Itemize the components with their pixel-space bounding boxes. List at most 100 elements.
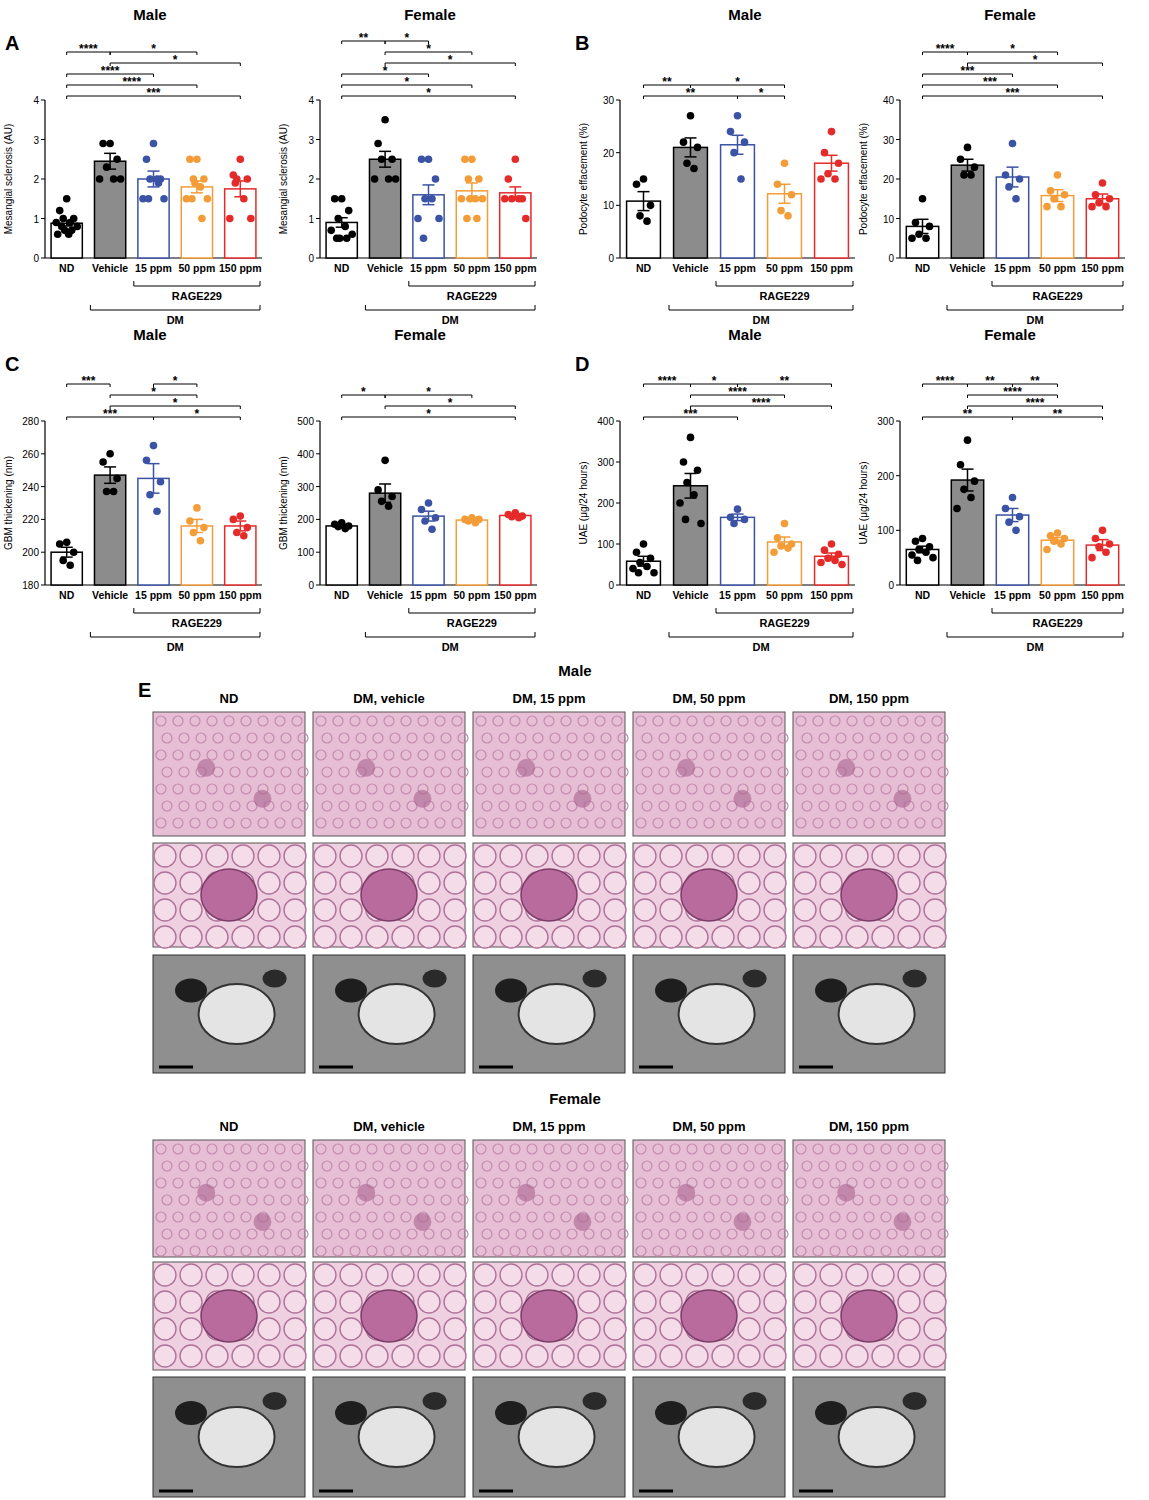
texture (340, 1291, 362, 1313)
image-frame (633, 843, 785, 947)
significance-label: ** (963, 407, 973, 421)
texture (778, 801, 788, 811)
point (432, 175, 440, 183)
error-line (690, 138, 692, 157)
texture (418, 872, 440, 894)
texture (190, 1246, 200, 1256)
group-bracket (716, 608, 853, 613)
bar (51, 552, 82, 585)
texture (584, 1161, 594, 1171)
significance-bracket: * (154, 407, 241, 421)
group-label: RAGE229 (172, 290, 222, 302)
point (926, 223, 934, 231)
significance-bracket: * (385, 385, 472, 399)
texture (482, 733, 492, 743)
texture (670, 1212, 680, 1222)
scale-bar (319, 1066, 353, 1069)
point (54, 231, 62, 239)
texture (366, 1264, 388, 1286)
error-cap (104, 483, 116, 485)
point (59, 557, 67, 565)
texture (350, 1246, 360, 1256)
point (153, 507, 161, 515)
point (421, 517, 429, 525)
point (1054, 529, 1062, 537)
texture (241, 1178, 251, 1188)
point (828, 128, 836, 136)
texture (230, 767, 240, 777)
texture (500, 1264, 522, 1286)
point (919, 535, 927, 543)
texture (550, 1229, 560, 1239)
y-axis (899, 421, 900, 585)
significance-label: *** (103, 407, 117, 421)
bar (225, 189, 256, 258)
y-axis-label: Mesangial sclerosis (AU) (3, 124, 14, 235)
micrograph-em (153, 955, 305, 1073)
bar (181, 187, 212, 258)
group-label: RAGE229 (759, 290, 809, 302)
texture (173, 716, 183, 726)
texture (761, 1195, 771, 1205)
point (683, 159, 691, 167)
y-tick-label: 240 (22, 482, 39, 493)
x-tick-label: 50 ppm (179, 589, 216, 601)
significance-label: * (173, 396, 178, 410)
point (103, 163, 111, 171)
texture (526, 926, 548, 948)
texture (778, 767, 788, 777)
texture (340, 845, 362, 867)
texture (864, 818, 874, 828)
chart-title: Male (728, 6, 761, 23)
group-bracket (365, 632, 535, 637)
texture (604, 872, 626, 894)
texture (830, 1178, 840, 1188)
point (385, 175, 393, 183)
significance-bracket: * (385, 31, 428, 45)
texture (474, 926, 496, 948)
x-tick-label: Vehicle (92, 589, 128, 601)
texture (578, 872, 600, 894)
texture (744, 1229, 754, 1239)
texture (687, 818, 697, 828)
texture (418, 1345, 440, 1367)
x-tick-label: 150 ppm (219, 262, 262, 274)
y-tick-label: 100 (297, 547, 314, 558)
texture (179, 767, 189, 777)
y-tick (616, 258, 620, 259)
texture (924, 1291, 946, 1313)
point (515, 195, 523, 203)
point (697, 520, 705, 528)
texture (258, 872, 280, 894)
texture (452, 716, 462, 726)
texture (932, 1178, 942, 1188)
texture (794, 1345, 816, 1367)
point (392, 175, 400, 183)
micrograph-glom (793, 1262, 946, 1370)
texture (772, 716, 782, 726)
texture (230, 1195, 240, 1205)
texture (864, 750, 874, 760)
texture (686, 926, 708, 948)
texture (712, 926, 734, 948)
texture (232, 1264, 254, 1286)
texture (206, 926, 228, 948)
texture (407, 1195, 417, 1205)
point (1005, 518, 1013, 526)
texture (340, 1318, 362, 1340)
significance-bracket: ** (738, 374, 832, 388)
texture (340, 1264, 362, 1286)
texture (241, 750, 251, 760)
texture (573, 1213, 591, 1231)
texture (517, 1184, 535, 1202)
texture (284, 1291, 306, 1313)
texture (435, 784, 445, 794)
significance-bracket: * (968, 53, 1103, 67)
error-cap (638, 191, 650, 193)
texture (527, 1246, 537, 1256)
scale-bar (639, 1066, 673, 1069)
texture (820, 899, 842, 921)
texture (284, 899, 306, 921)
texture (710, 1161, 720, 1171)
group-bracket (90, 305, 260, 310)
